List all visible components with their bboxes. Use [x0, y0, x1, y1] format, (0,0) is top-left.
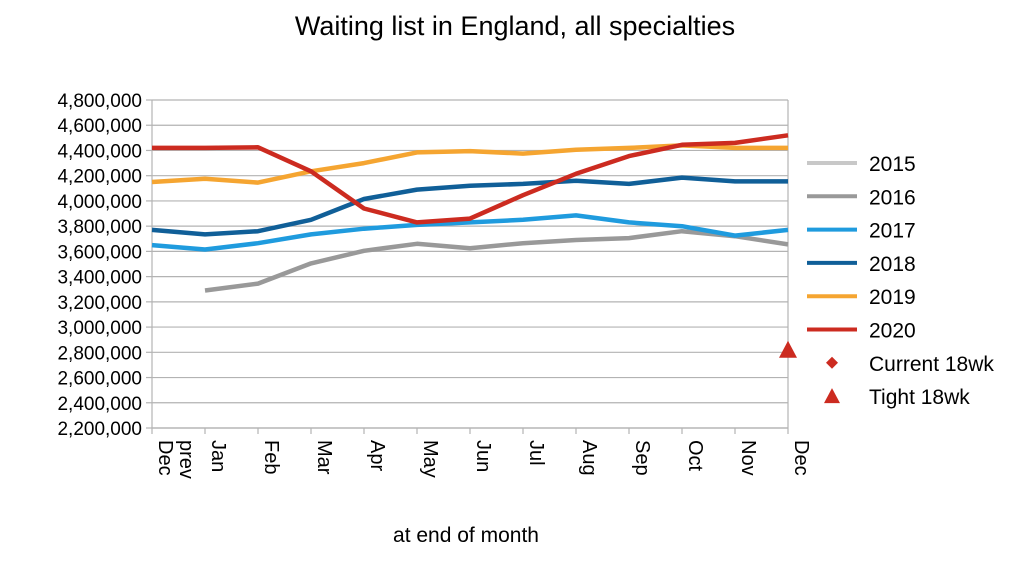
x-tick-label: May	[419, 440, 441, 478]
y-tick-label: 3,400,000	[57, 268, 142, 289]
legend-label: Tight 18wk	[869, 386, 970, 409]
series-lines	[151, 133, 789, 293]
y-tick-label: 3,000,000	[57, 318, 142, 339]
diamond-icon	[826, 356, 838, 369]
x-tick-label: Mar	[313, 440, 335, 475]
x-tick-label: Aug	[578, 440, 600, 476]
markers	[779, 340, 797, 358]
legend-label: 2017	[869, 220, 916, 243]
x-axis-label: at end of month	[393, 524, 539, 547]
legend-item-2018: 2018	[807, 253, 916, 276]
x-tick-label: prev	[175, 440, 197, 479]
series-line-2017	[151, 213, 789, 252]
gridlines	[152, 99, 788, 429]
legend-item-2020: 2020	[807, 320, 916, 343]
series-line-2020	[152, 133, 789, 225]
x-tick-label: Dec	[154, 440, 176, 476]
legend-item-marker: Tight 18wk	[824, 386, 970, 409]
y-tick-label: 4,600,000	[57, 116, 142, 137]
legend-item-2019: 2019	[807, 286, 916, 309]
legend-label: 2019	[869, 286, 916, 309]
x-tick-label: Dec	[790, 440, 812, 476]
x-axis-ticks: Dec prev Jan Feb Mar Apr May Jun Jul Aug Sep Oct Nov…	[151, 428, 812, 479]
y-tick-label: 2,600,000	[57, 369, 142, 390]
y-tick-label: 3,600,000	[57, 242, 142, 263]
series-line-2016	[204, 228, 789, 293]
triangle-icon	[824, 388, 840, 404]
y-tick-label: 4,800,000	[57, 91, 142, 112]
x-tick-label: Feb	[260, 440, 282, 474]
x-tick-label: Nov	[737, 440, 759, 476]
legend-label: 2018	[869, 253, 916, 276]
legend-label: Current 18wk	[869, 353, 994, 376]
y-tick-label: 2,800,000	[57, 343, 142, 364]
y-tick-label: 2,400,000	[57, 394, 142, 415]
x-tick-label: Jun	[472, 440, 494, 472]
legend-item-2016: 2016	[807, 186, 916, 209]
y-tick-label: 4,200,000	[57, 167, 142, 188]
y-tick-label: 4,000,000	[57, 192, 142, 213]
chart-title: Waiting list in England, all specialties	[295, 11, 735, 41]
x-tick-label: Sep	[631, 440, 653, 476]
y-tick-label: 3,200,000	[57, 293, 142, 314]
series-line-2018	[151, 175, 788, 237]
y-tick-label: 4,400,000	[57, 141, 142, 162]
legend-item-2017: 2017	[807, 220, 916, 243]
legend-label: 2020	[869, 320, 916, 343]
x-tick-label: Jan	[207, 440, 229, 472]
x-tick-label: Jul	[525, 440, 547, 466]
x-tick-label: Apr	[366, 440, 388, 471]
legend-item-2015: 2015	[807, 153, 916, 176]
x-tick-label: Oct	[684, 440, 706, 472]
legend: 2015 2016 2017 2018 2019 2020 Current 18wk Tigh…	[807, 153, 994, 409]
tight-18wk-marker	[779, 340, 797, 358]
legend-label: 2016	[869, 186, 916, 209]
legend-item-marker: Current 18wk	[826, 353, 994, 376]
y-axis-ticks: 2,200,000 2,400,000 2,600,000 2,800,000 3,00…	[57, 91, 152, 440]
legend-label: 2015	[869, 153, 916, 176]
y-tick-label: 3,800,000	[57, 217, 142, 238]
y-tick-label: 2,200,000	[57, 419, 142, 440]
